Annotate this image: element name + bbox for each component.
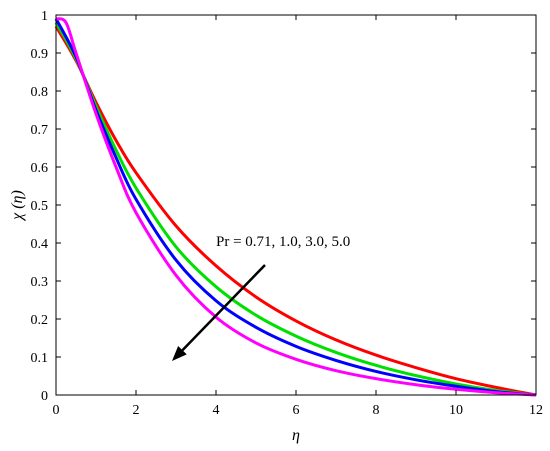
- x-tick-label: 12: [529, 403, 543, 418]
- series-line-4: [55, 17, 537, 397]
- series-line-1: [54, 25, 537, 397]
- y-tick-label: 0: [41, 389, 48, 404]
- x-tick-label: 2: [133, 403, 140, 418]
- annotation-group: Pr = 0.71, 1.0, 3.0, 5.0: [172, 234, 350, 361]
- y-axis-label: χ (η): [9, 190, 26, 222]
- plot-frame: [55, 14, 537, 396]
- y-tick-label: 0.2: [31, 313, 49, 328]
- y-tick-label: 0.3: [31, 275, 49, 290]
- x-tick-label: 10: [449, 403, 463, 418]
- y-tick-label: 1: [41, 9, 48, 24]
- series-lines: [54, 17, 537, 397]
- series-line-3: [54, 18, 537, 397]
- y-tick-label: 0.6: [31, 161, 49, 176]
- x-axis-label: η: [292, 427, 300, 444]
- arrowhead-icon: [172, 346, 187, 361]
- arrow-icon: [181, 264, 266, 352]
- axis-ticks: 0 2 4 6 8 10 12 0 0.1 0.2 0.3 0.4 0.5 0.6 0.7 0.8 0.9 1: [31, 9, 544, 418]
- y-tick-label: 0.5: [31, 199, 49, 214]
- x-tick-label: 8: [373, 403, 380, 418]
- x-tick-label: 0: [53, 403, 60, 418]
- pr-annotation: Pr = 0.71, 1.0, 3.0, 5.0: [216, 234, 350, 250]
- y-tick-label: 0.7: [31, 123, 49, 138]
- y-tick-label: 0.9: [31, 47, 49, 62]
- y-tick-label: 0.8: [31, 85, 49, 100]
- x-tick-label: 4: [213, 403, 220, 418]
- x-tick-label: 6: [293, 403, 300, 418]
- y-tick-label: 0.1: [31, 351, 49, 366]
- y-tick-label: 0.4: [31, 237, 49, 252]
- series-line-2: [54, 21, 537, 397]
